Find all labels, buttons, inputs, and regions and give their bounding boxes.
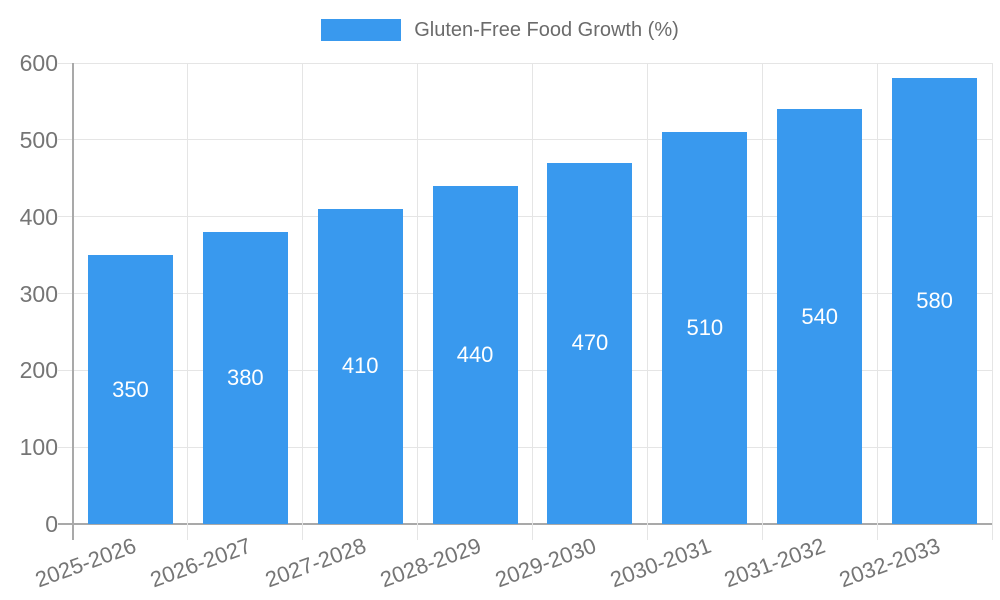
bar-2032-2033[interactable]: 580 [892,78,978,524]
bar-2031-2032[interactable]: 540 [777,109,863,524]
bar-value-label: 380 [226,365,264,390]
gridline-horizontal [58,293,992,294]
gridline-horizontal [58,139,992,141]
gridline-horizontal [58,446,992,448]
legend-swatch [321,19,402,41]
x-axis-line [58,523,992,525]
x-axis-tick-label: 2030-2031 [606,532,714,593]
x-axis-tick-label: 2031-2032 [721,532,829,593]
gridline-vertical [876,63,878,540]
y-axis-tick-label: 100 [19,434,58,461]
bar-2027-2028[interactable]: 410 [317,208,403,524]
y-axis-tick-label: 500 [19,126,58,153]
bar-2025-2026[interactable]: 350 [87,255,173,524]
x-axis-tick-label: 2029-2030 [491,532,600,593]
x-axis-tick-label: 2025-2026 [32,532,140,593]
legend-label: Gluten-Free Food Growth (%) [414,19,679,41]
gridline-vertical [991,63,993,540]
gridline-vertical [646,63,648,540]
gridline-vertical [187,63,189,540]
bar-value-label: 350 [112,376,149,402]
bar-value-label: 410 [341,353,379,379]
y-axis-tick-label: 600 [19,50,58,76]
x-axis-tick-label: 2027-2028 [261,532,370,593]
x-axis-tick-label: 2026-2027 [146,532,255,593]
bar-2029-2030[interactable]: 470 [547,162,633,524]
bar-2028-2029[interactable]: 440 [432,185,518,524]
y-axis-line [72,63,74,540]
bar-value-label: 440 [456,341,494,367]
gridline-vertical [532,63,533,540]
gridline-horizontal [58,216,992,218]
bar-value-label: 540 [801,303,839,329]
bar-2026-2027[interactable]: 380 [202,232,288,524]
y-axis-tick-label: 300 [19,280,58,307]
x-axis-tick-label: 2032-2033 [836,532,944,593]
legend-item[interactable]: Gluten-Free Food Growth (%) [0,19,1000,41]
gridline-vertical [761,63,763,540]
y-axis-tick-label: 200 [19,357,58,384]
bar-2030-2031[interactable]: 510 [662,132,748,524]
bar-value-label: 580 [916,288,953,314]
gridline-horizontal [58,369,992,371]
y-axis-tick-label: 0 [45,511,58,537]
gridline-vertical [417,63,419,540]
x-axis-tick-label: 2028-2029 [376,532,485,593]
gridline-vertical [302,63,304,540]
plot-area: 0 100 200 300 400 500 600 350 2025-2026 380 2026-2… [20,50,993,592]
gridline-horizontal [58,62,992,64]
y-axis-tick-label: 400 [19,203,58,230]
bar-value-label: 510 [686,315,724,341]
bar-value-label: 470 [571,330,609,356]
